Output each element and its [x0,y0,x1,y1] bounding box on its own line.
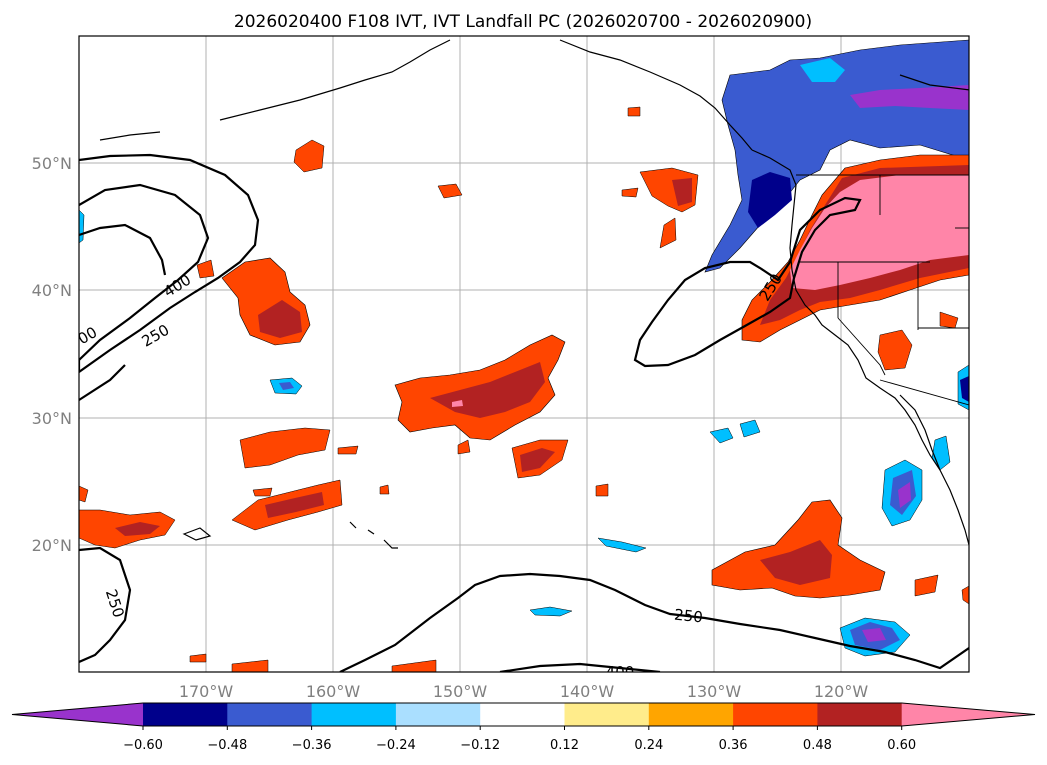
bc-purple-region [850,85,969,110]
colorbar-tick-label: 0.48 [803,738,832,753]
colorbar-swatch [648,703,734,726]
colorbar-tick-label: −0.24 [376,738,416,753]
colorbar-tick-label: −0.48 [207,738,247,753]
colorbar [11,702,1036,727]
map-title: 2026020400 F108 IVT, IVT Landfall PC (20… [234,12,812,32]
colorbar-swatch [480,703,565,726]
colorbar-tick-label: 0.36 [719,738,748,753]
map-frame [78,35,970,673]
lat-label: 30°N [32,409,72,428]
bc-cyan-edge [800,58,845,82]
lat-label: 50°N [32,154,72,173]
colorbar-tick-label: 0.24 [634,738,663,753]
coastlines [99,39,969,549]
contour-label: 250 [673,606,703,627]
colorbar-swatch [901,703,1035,726]
colorbar-swatch [395,703,481,726]
lat-label: 40°N [32,281,72,300]
lat-label: 20°N [32,536,72,555]
political-borders [796,174,969,406]
lon-label: 170°W [179,682,234,701]
map-panel: 400 250 00 250 250 250 400 [78,35,970,681]
lon-label: 160°W [306,682,361,701]
latitude-labels: 50°N 40°N 30°N 20°N [32,154,72,555]
lon-label: 130°W [687,682,742,701]
colorbar-swatch [311,703,397,726]
colorbar-tick-label: −0.12 [460,738,500,753]
colorbar-tick-label: −0.60 [123,738,163,753]
lon-label: 150°W [433,682,488,701]
colorbar-swatch [733,703,818,726]
lon-label: 120°W [814,682,869,701]
contour-label: 400 [606,663,635,681]
colorbar-tick-label: 0.60 [887,738,916,753]
colorbar-swatch [143,703,228,726]
negative-ivt-regions [79,39,969,657]
colorbar-swatch [227,703,313,726]
pnw-strong-negative [748,172,792,228]
colorbar-ticks: −0.60 −0.48 −0.36 −0.24 −0.12 0.12 0.24 0.36 0.4… [123,726,916,753]
colorbar-swatch [817,703,903,726]
colorbar-swatch [12,703,143,726]
colorbar-tick-label: 0.12 [550,738,579,753]
longitude-labels: 170°W 160°W 150°W 140°W 130°W 120°W [179,682,869,701]
ivt-contours [79,153,969,672]
colorbar-swatch [564,703,650,726]
colorbar-tick-label: −0.36 [292,738,332,753]
lon-label: 140°W [560,682,615,701]
